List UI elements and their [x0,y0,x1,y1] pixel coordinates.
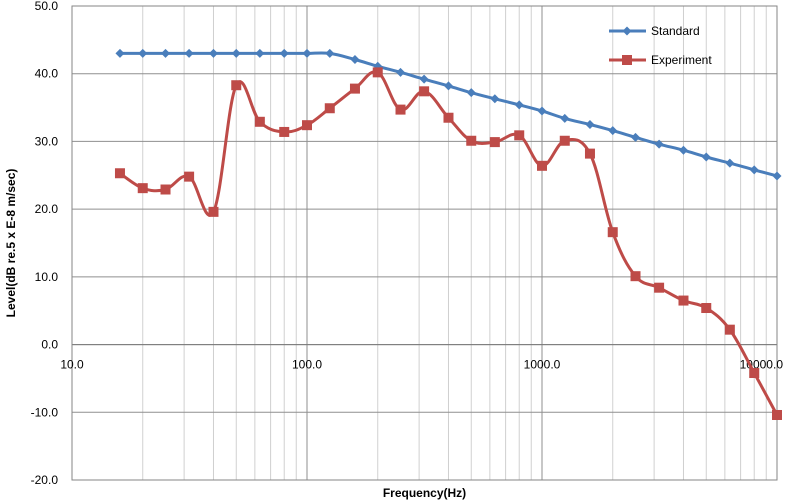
standard-point [396,67,406,77]
experiment-point [749,368,760,379]
experiment-point [514,130,525,141]
experiment-point [724,324,735,335]
standard-point [184,48,194,58]
standard-point [208,48,218,58]
standard-point [325,48,335,58]
standard-point [161,48,171,58]
standard-point [138,48,148,58]
standard-point [466,88,476,98]
experiment-point [772,409,782,420]
standard-point [419,74,429,84]
series-layer [114,48,782,420]
x-tick-label: 10.0 [60,358,84,372]
experiment-point [114,168,125,179]
y-tick-label: 50.0 [35,0,59,13]
experiment-point [208,206,219,217]
standard-point [585,120,595,129]
y-tick-label: 40.0 [35,67,59,81]
experiment-point [443,112,454,123]
experiment-point [372,67,383,78]
experiment-legend-label: Experiment [651,53,712,67]
y-tick-label: -10.0 [31,405,59,419]
standard-point [560,113,570,123]
standard-point [443,81,453,91]
experiment-point [559,135,570,146]
plot-frame [71,5,778,481]
y-tick-label: 0.0 [41,338,58,352]
standard-point [302,48,312,58]
experiment-point [630,271,641,282]
standard-point [490,94,500,104]
standard-point [701,152,711,162]
experiment-point [254,116,265,127]
standard-point [514,100,524,110]
standard-point [255,48,265,58]
experiment-point [160,184,171,195]
minor-gridlines [142,6,767,480]
legend: Standard Experiment [609,24,712,67]
standard-point [678,145,688,155]
standard-point [725,158,735,168]
standard-point [537,106,547,116]
standard-legend-label: Standard [651,24,700,38]
x-axis-title: Frequency(Hz) [383,486,466,500]
standard-point [749,165,759,175]
standard-legend-marker [622,26,632,36]
experiment-point [137,183,148,194]
experiment-point [607,227,618,238]
y-tick-label: -20.0 [31,473,59,487]
experiment-point [302,120,312,131]
standard-point [350,54,360,64]
y-axis-title: Level(dB re.5 x E-8 m/sec) [4,169,18,318]
x-tick-label: 100.0 [292,358,322,372]
standard-point [772,171,782,181]
standard-point [115,48,125,58]
experiment-point [279,126,290,137]
experiment-point [701,303,712,314]
y-axis-tick-labels: 50.0 40.0 30.0 20.0 10.0 0.0 -10.0 -20.0 [31,0,59,487]
plot-area [72,6,777,480]
experiment-point [184,171,195,182]
experiment-legend-marker [622,55,632,65]
standard-point [654,139,664,149]
experiment-point [466,135,477,146]
experiment-point [537,160,547,171]
y-tick-label: 30.0 [35,134,59,148]
y-tick-label: 10.0 [35,270,59,284]
standard-point [631,132,641,142]
experiment-point [419,86,430,97]
experiment-point [324,103,335,114]
experiment-point [349,83,360,94]
standard-point [608,126,618,136]
experiment-point [654,282,665,293]
y-tick-label: 20.0 [35,202,59,216]
experiment-point [231,80,242,91]
standard-point [231,48,241,58]
experiment-point [584,148,595,159]
x-tick-label: 1000.0 [524,358,561,372]
experiment-point [678,295,689,306]
standard-point [279,48,289,58]
experiment-point [395,104,406,115]
experiment-point [489,137,500,148]
